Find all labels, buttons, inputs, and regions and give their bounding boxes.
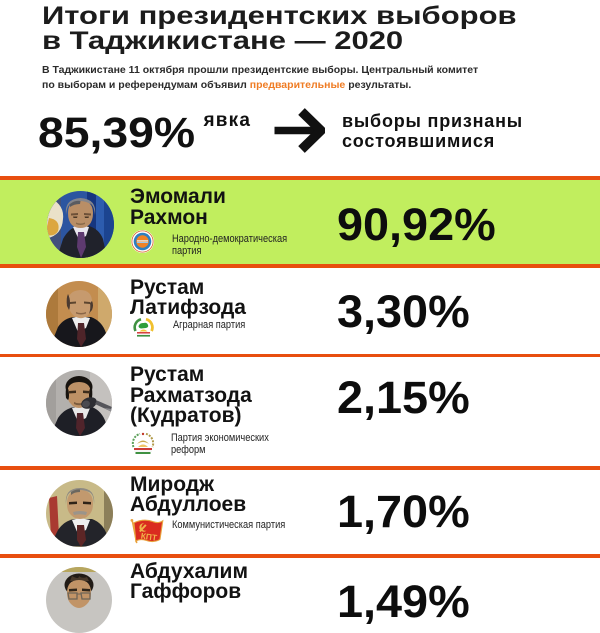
svg-text:КПТ: КПТ bbox=[140, 531, 157, 543]
